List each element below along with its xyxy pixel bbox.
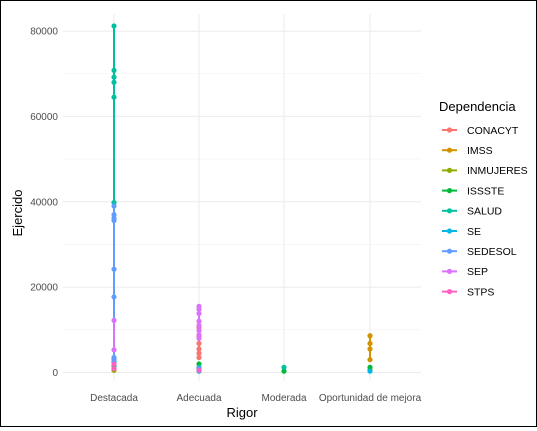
data-point [111, 79, 117, 85]
legend-label: IMSS [467, 145, 493, 157]
data-point [111, 294, 117, 300]
legend-key-point [446, 248, 453, 254]
grid-lines [63, 14, 421, 381]
legend-key-point [446, 228, 453, 234]
legend-items: CONACYT IMSS INMUJERES ISSSTE SALUD SE SEDESOL… [442, 125, 528, 298]
x-tick-label: Moderada [261, 393, 306, 404]
x-tick-label: Adecuada [176, 393, 221, 404]
y-tick-label: 0 [52, 368, 58, 379]
data-point [281, 368, 287, 374]
legend-label: CONACYT [467, 125, 519, 137]
data-point [111, 67, 117, 73]
legend: Dependencia CONACYT IMSS INMUJERES ISSSTE SA… [439, 99, 528, 298]
data-point [111, 361, 117, 367]
legend-key-point [446, 147, 453, 153]
data-point [111, 203, 117, 209]
legend-key-point [446, 127, 453, 133]
data-point [196, 354, 202, 361]
data-point [111, 366, 117, 372]
x-tick-labels: Destacada Adecuada Moderada Oportunidad de … [90, 393, 421, 404]
y-tick-label: 60000 [30, 112, 58, 123]
data-point [196, 350, 202, 356]
data-point [367, 357, 373, 363]
legend-label: SEP [467, 266, 488, 278]
legend-label: SEDESOL [467, 246, 517, 258]
data-point [111, 217, 117, 224]
data-point [196, 322, 202, 329]
legend-label: INMUJERES [467, 165, 528, 177]
legend-label: SE [467, 226, 481, 238]
legend-title: Dependencia [439, 99, 516, 114]
legend-key-point [446, 208, 453, 214]
x-tick-label: Oportunidad de mejora [319, 393, 422, 404]
data-point [196, 335, 202, 341]
data-point [196, 340, 202, 347]
y-axis-title: Ejercido [10, 190, 25, 237]
data-point [196, 318, 202, 324]
legend-key-point [446, 188, 453, 194]
data-point [367, 364, 373, 370]
y-tick-label: 80000 [30, 27, 58, 38]
y-tick-label: 40000 [30, 197, 58, 208]
data-points [111, 23, 373, 374]
legend-label: SALUD [467, 206, 502, 218]
data-point [111, 23, 117, 29]
data-point [196, 310, 202, 317]
data-point [196, 367, 202, 373]
legend-key-point [446, 289, 453, 295]
data-point [367, 333, 373, 339]
y-tick-label: 20000 [30, 283, 58, 294]
x-axis-title: Rigor [226, 405, 258, 420]
data-point [196, 346, 202, 352]
data-point [196, 328, 202, 334]
data-point [111, 94, 117, 100]
x-tick-label: Destacada [90, 393, 138, 404]
legend-label: ISSSTE [467, 185, 504, 197]
data-point [111, 347, 117, 353]
data-point [111, 74, 117, 80]
data-point [111, 266, 117, 272]
data-point [196, 306, 202, 312]
data-point [367, 368, 373, 374]
data-point [367, 340, 373, 347]
data-point [281, 364, 287, 370]
y-tick-labels: 0 20000 40000 60000 80000 [30, 27, 58, 379]
legend-key-point [446, 268, 453, 274]
data-point [111, 317, 117, 324]
legend-key-point [446, 167, 453, 173]
legend-label: STPS [467, 286, 494, 298]
data-point [111, 357, 117, 363]
data-point [367, 346, 373, 352]
